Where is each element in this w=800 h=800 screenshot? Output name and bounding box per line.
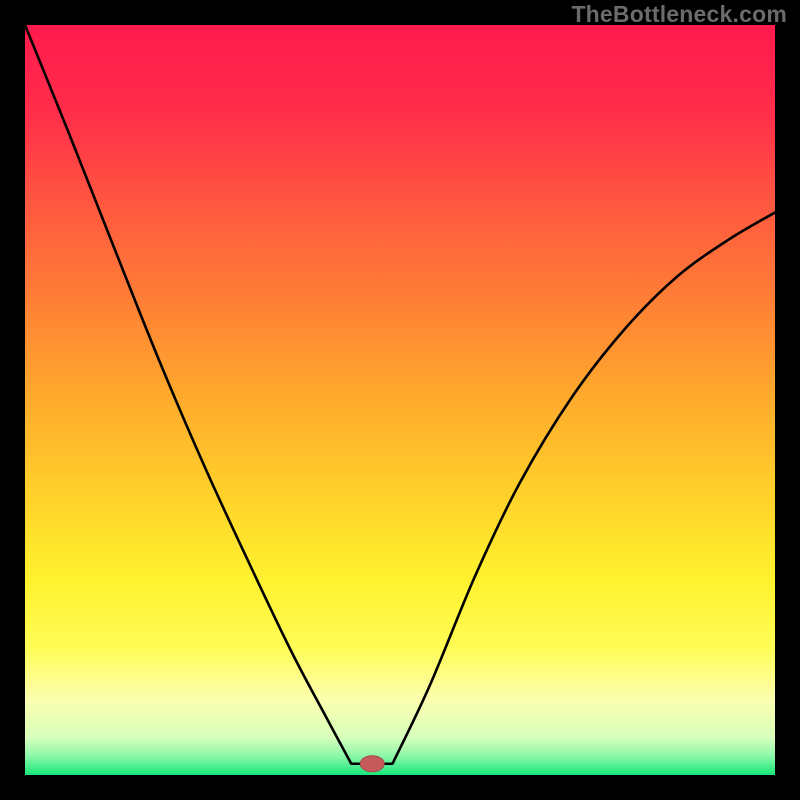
watermark-text: TheBottleneck.com xyxy=(571,1,787,28)
chart-frame: TheBottleneck.com xyxy=(0,0,800,800)
optimal-point-marker xyxy=(360,756,384,772)
plot-background xyxy=(25,25,775,775)
bottleneck-chart-svg xyxy=(0,0,800,800)
